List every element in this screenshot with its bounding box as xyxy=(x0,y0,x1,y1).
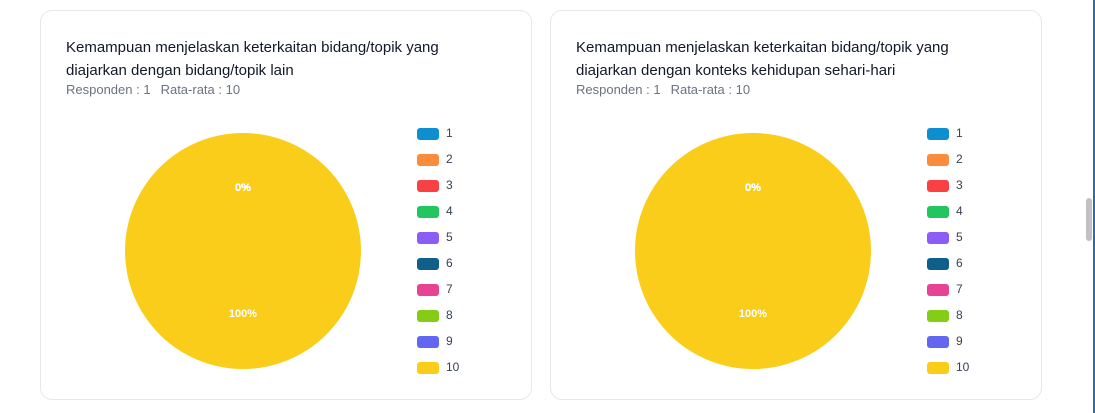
legend-label: 4 xyxy=(446,204,453,218)
legend-label: 7 xyxy=(956,282,963,296)
legend-label: 6 xyxy=(446,256,453,270)
legend-swatch xyxy=(417,310,439,322)
legend-swatch xyxy=(927,128,949,140)
stat-label: Rata-rata : 10 xyxy=(160,82,241,97)
legend-swatch xyxy=(927,284,949,296)
slice-label: 0% xyxy=(745,182,761,194)
legend-swatch xyxy=(927,206,949,218)
slice-label: 0% xyxy=(745,182,761,194)
legend-label: 4 xyxy=(956,204,963,218)
legend-swatch xyxy=(417,284,439,296)
legend-swatch xyxy=(417,336,439,348)
slice-label: 100% xyxy=(739,308,767,320)
legend-swatch xyxy=(417,154,439,166)
legend-swatch xyxy=(927,154,949,166)
legend-label: 9 xyxy=(446,334,453,348)
window-edge xyxy=(1093,0,1095,413)
slice-label: 0% xyxy=(745,182,761,194)
legend-label: 8 xyxy=(446,308,453,322)
chart-title: Kemampuan menjelaskan keterkaitan bidang… xyxy=(576,39,949,79)
legend-label: 7 xyxy=(446,282,453,296)
slice-label: 0% xyxy=(235,182,251,194)
legend-label: 3 xyxy=(956,178,963,192)
slice-label: 0% xyxy=(745,182,761,194)
slice-label: 0% xyxy=(235,182,251,194)
slice-label: 0% xyxy=(235,182,251,194)
legend-label: 1 xyxy=(956,126,963,140)
slice-label: 0% xyxy=(235,182,251,194)
legend-swatch xyxy=(417,258,439,270)
slice-label: 0% xyxy=(745,182,761,194)
legend-label: 8 xyxy=(956,308,963,322)
slice-label: 0% xyxy=(745,182,761,194)
slice-label: 0% xyxy=(745,182,761,194)
legend-swatch xyxy=(927,258,949,270)
legend-swatch xyxy=(927,362,949,374)
legend-label: 5 xyxy=(956,230,963,244)
stat-label: Rata-rata : 10 xyxy=(670,82,751,97)
pie-slice xyxy=(635,133,871,369)
slice-label: 0% xyxy=(235,182,251,194)
slice-label: 0% xyxy=(745,182,761,194)
legend-swatch xyxy=(927,180,949,192)
legend-label: 6 xyxy=(956,256,963,270)
legend-label: 10 xyxy=(446,360,460,374)
legend-label: 9 xyxy=(956,334,963,348)
slice-label: 0% xyxy=(745,182,761,194)
slice-label: 0% xyxy=(235,182,251,194)
chart-title: Kemampuan menjelaskan keterkaitan bidang… xyxy=(66,39,439,79)
stat-label: Responden : 1 xyxy=(576,82,661,97)
slice-label: 0% xyxy=(235,182,251,194)
legend-swatch xyxy=(417,180,439,192)
pie-slice xyxy=(125,133,361,369)
slice-label: 0% xyxy=(235,182,251,194)
legend-swatch xyxy=(417,206,439,218)
chart-subtitle: Responden : 1 Rata-rata : 10 xyxy=(576,82,760,97)
chart-subtitle: Responden : 1 Rata-rata : 10 xyxy=(66,82,250,97)
legend-label: 5 xyxy=(446,230,453,244)
legend-swatch xyxy=(927,336,949,348)
scrollbar[interactable] xyxy=(1086,198,1092,241)
legend-label: 3 xyxy=(446,178,453,192)
legend-label: 2 xyxy=(446,152,453,166)
legend-swatch xyxy=(417,362,439,374)
legend-label: 1 xyxy=(446,126,453,140)
legend-label: 2 xyxy=(956,152,963,166)
stat-label: Responden : 1 xyxy=(66,82,151,97)
chart-card: Kemampuan menjelaskan keterkaitan bidang… xyxy=(550,10,1042,400)
chart-card: Kemampuan menjelaskan keterkaitan bidang… xyxy=(40,10,532,400)
legend-swatch xyxy=(417,232,439,244)
legend-swatch xyxy=(927,232,949,244)
slice-label: 0% xyxy=(235,182,251,194)
legend-swatch xyxy=(927,310,949,322)
slice-label: 100% xyxy=(229,308,257,320)
legend-swatch xyxy=(417,128,439,140)
legend-label: 10 xyxy=(956,360,970,374)
